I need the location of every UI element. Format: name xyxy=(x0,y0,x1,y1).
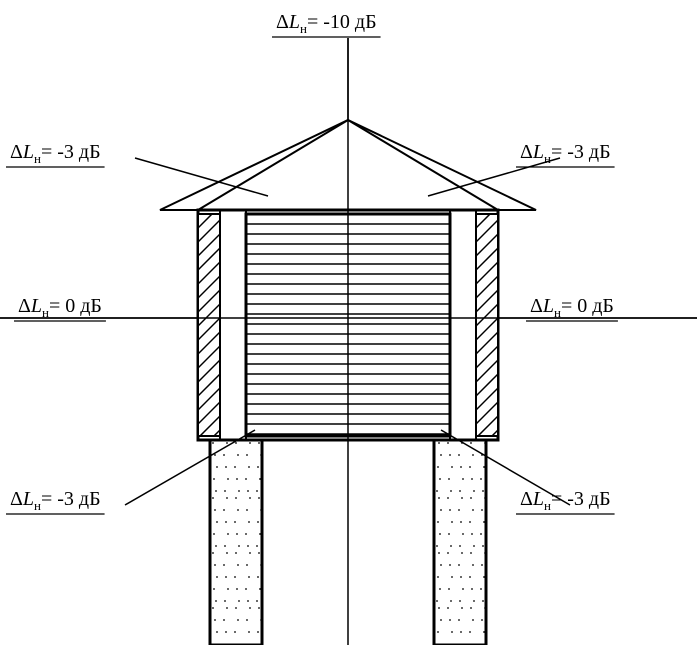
svg-text:ΔLн= -3 дБ: ΔLн= -3 дБ xyxy=(10,488,101,513)
label-low_l: ΔLн= -3 дБ xyxy=(6,488,105,514)
label-mid_r: ΔLн= 0 дБ xyxy=(526,295,618,321)
svg-text:ΔLн= -3 дБ: ΔLн= -3 дБ xyxy=(10,141,101,166)
label-roof_l: ΔLн= -3 дБ xyxy=(6,141,105,167)
svg-text:ΔLн= 0 дБ: ΔLн= 0 дБ xyxy=(18,295,102,320)
label-top: ΔLн= -10 дБ xyxy=(272,11,381,37)
label-low_r: ΔLн= -3 дБ xyxy=(516,488,615,514)
svg-text:ΔLн= -10 дБ: ΔLн= -10 дБ xyxy=(276,11,377,36)
hatch-right xyxy=(476,192,498,466)
svg-text:ΔLн= 0 дБ: ΔLн= 0 дБ xyxy=(530,295,614,320)
diagram-svg: ΔLн= -10 дБ ΔLн= -3 дБ ΔLн= -3 дБ ΔLн= 0 дБ… xyxy=(0,0,697,645)
svg-text:ΔLн= -3 дБ: ΔLн= -3 дБ xyxy=(520,141,611,166)
pier-right xyxy=(434,440,486,645)
label-roof_r: ΔLн= -3 дБ xyxy=(516,141,615,167)
hatch-left xyxy=(198,192,220,466)
pier-left xyxy=(210,440,262,645)
svg-text:ΔLн= -3 дБ: ΔLн= -3 дБ xyxy=(520,488,611,513)
label-mid_l: ΔLн= 0 дБ xyxy=(14,295,106,321)
